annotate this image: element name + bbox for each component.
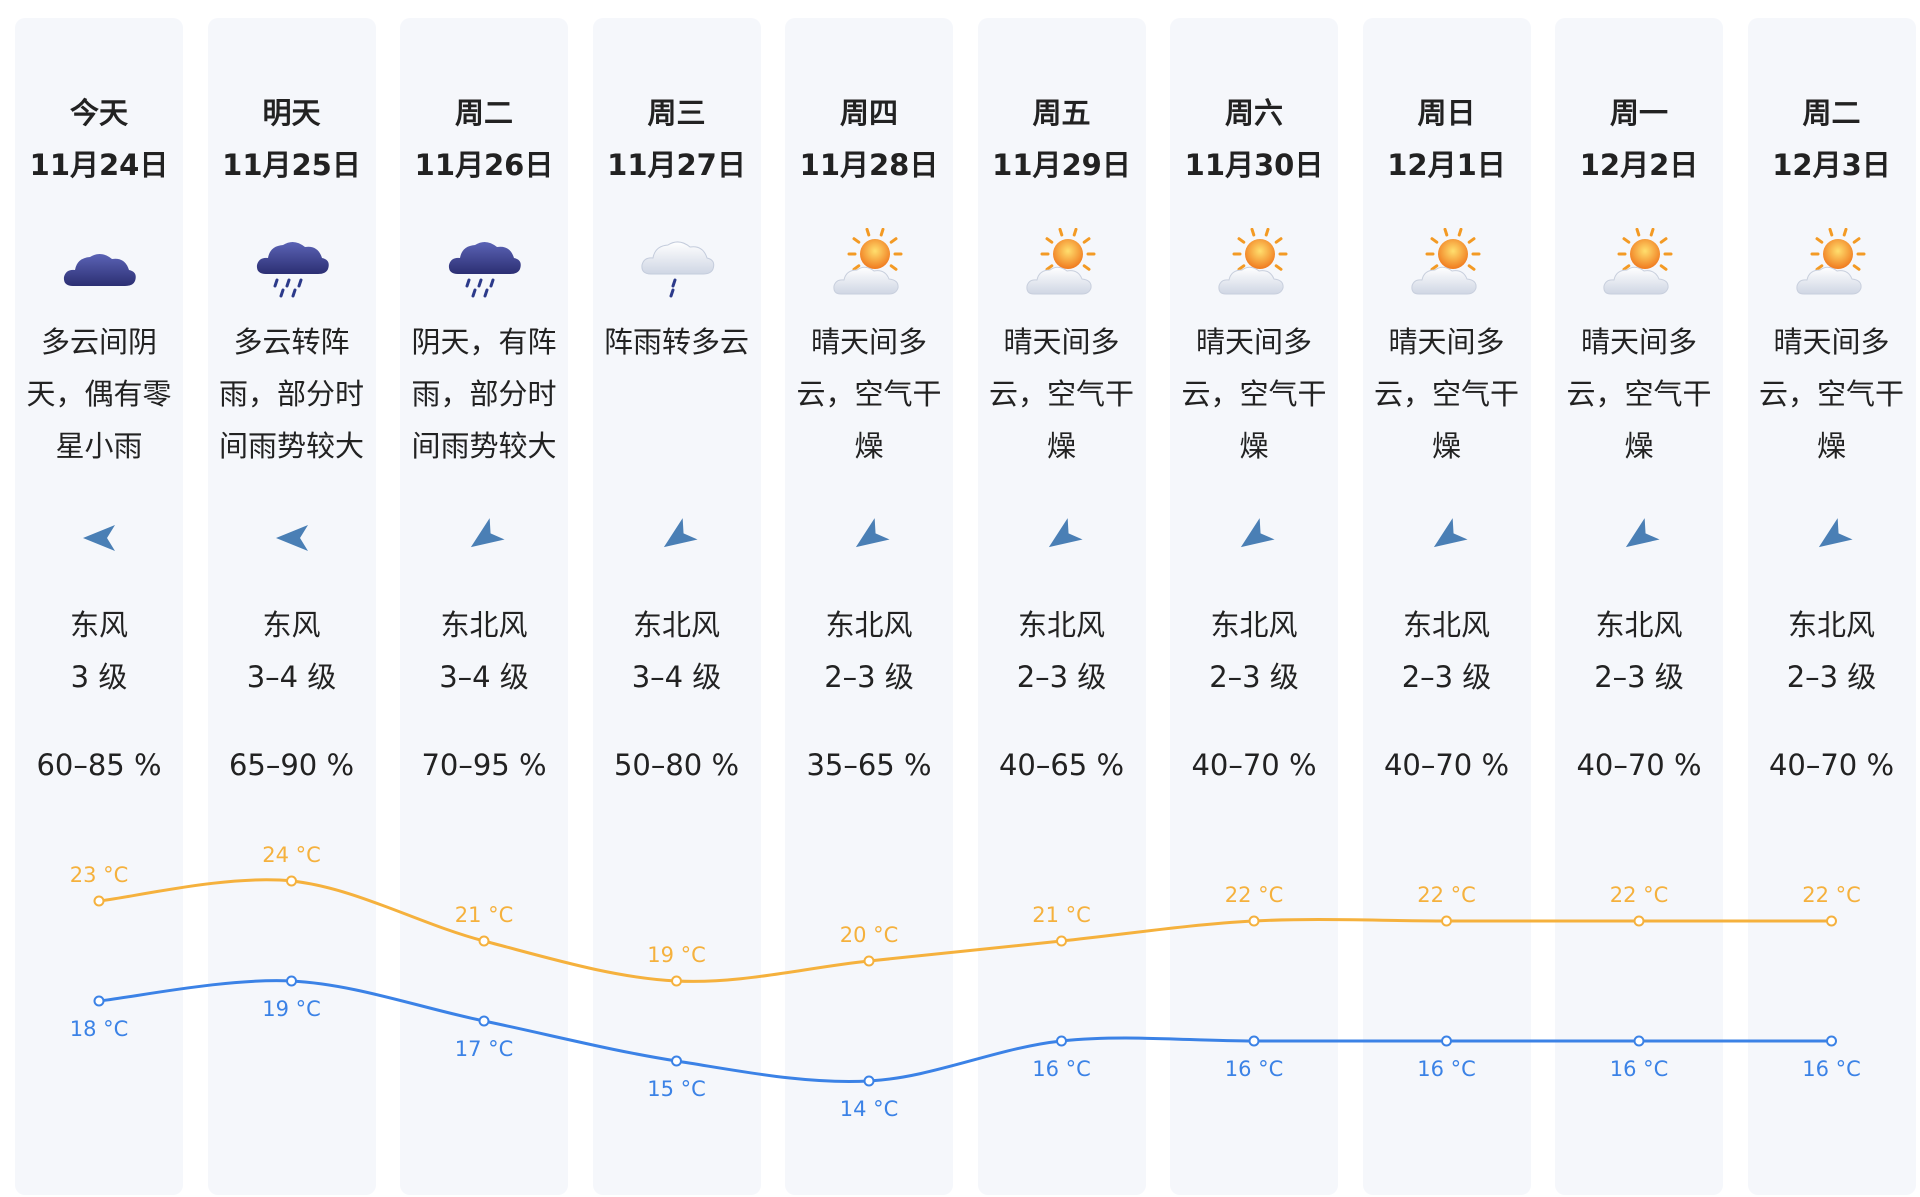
day-date: 12月1日	[1387, 148, 1506, 182]
humidity: 40–70 %	[1191, 748, 1317, 782]
humidity: 70–95 %	[421, 748, 547, 782]
day-name: 周四	[839, 96, 898, 130]
heavy-rain-icon	[444, 228, 524, 304]
wind-northeast-icon	[1617, 516, 1661, 560]
day-name: 周六	[1224, 96, 1283, 130]
sunny-cloudy-icon	[1792, 227, 1872, 304]
weather-description: 阵雨转多云	[603, 325, 749, 359]
wind-northeast-icon	[1232, 516, 1276, 560]
wind-direction: 东北风	[1210, 608, 1298, 642]
wind-level: 2–3 级	[1594, 660, 1684, 694]
wind-east-icon	[77, 516, 121, 560]
sunny-cloudy-icon	[1407, 227, 1487, 304]
day-name: 周三	[647, 96, 706, 130]
wind-northeast-icon	[1040, 516, 1084, 560]
day-date: 11月30日	[1184, 148, 1324, 182]
day-column: 周二 12月3日晴天间多云，空气干燥东北风 2–3 级 40–70 %	[1747, 18, 1916, 1195]
sunny-cloudy-icon	[829, 227, 909, 304]
wind-level: 3–4 级	[439, 660, 529, 694]
humidity: 40–70 %	[1768, 748, 1895, 782]
day-name: 周日	[1417, 96, 1476, 130]
cloudy-icon	[59, 228, 139, 304]
day-name: 今天	[69, 96, 128, 130]
sunny-cloudy-icon	[1022, 227, 1102, 304]
wind-level: 2–3 级	[1401, 660, 1492, 694]
wind-level: 3–4 级	[246, 660, 337, 694]
wind-direction: 东北风	[440, 608, 528, 642]
wind-direction: 东北风	[632, 608, 720, 642]
wind-east-icon	[270, 516, 314, 560]
day-column: 周二 11月26日阴天，有阵雨，部分时间雨势较大东北风 3–4 级 70–95 %	[400, 18, 568, 1195]
wind-direction: 东北风	[825, 608, 913, 642]
wind-direction: 东风	[262, 608, 321, 642]
day-date: 12月2日	[1579, 148, 1699, 182]
weather-description: 多云转阵雨，部分时间雨势较大	[218, 325, 364, 463]
humidity: 35–65 %	[806, 748, 932, 782]
day-column: 明天 11月25日多云转阵雨，部分时间雨势较大东风 3–4 级 65–90 %	[207, 18, 376, 1195]
day-column: 周一 12月2日晴天间多云，空气干燥东北风 2–3 级 40–70 %	[1555, 18, 1723, 1195]
day-name: 周二	[1802, 96, 1861, 130]
wind-northeast-icon	[1810, 516, 1854, 560]
wind-direction: 东北风	[1787, 608, 1875, 642]
wind-level: 2–3 级	[1209, 660, 1299, 694]
weather-description: 晴天间多云，空气干燥	[796, 325, 942, 463]
wind-level: 2–3 级	[1016, 660, 1107, 694]
wind-northeast-icon	[462, 516, 506, 560]
wind-northeast-icon	[1425, 516, 1469, 560]
wind-northeast-icon	[655, 516, 699, 560]
weather-description: 晴天间多云，空气干燥	[1181, 325, 1327, 463]
weather-description: 晴天间多云，空气干燥	[1758, 325, 1904, 463]
wind-direction: 东风	[69, 608, 128, 642]
day-column: 周四 11月28日晴天间多云，空气干燥东北风 2–3 级 35–65 %	[785, 18, 953, 1195]
day-date: 11月24日	[29, 148, 169, 182]
day-date: 11月29日	[992, 148, 1131, 182]
humidity: 50–80 %	[613, 748, 740, 782]
heavy-rain-icon	[252, 228, 332, 304]
day-date: 11月28日	[799, 148, 939, 182]
day-name: 明天	[262, 96, 321, 130]
day-date: 11月26日	[414, 148, 554, 182]
humidity: 60–85 %	[36, 748, 162, 782]
day-column: 周五 11月29日晴天间多云，空气干燥东北风 2–3 级 40–65 %	[977, 18, 1146, 1195]
sunny-cloudy-icon	[1599, 227, 1679, 304]
weather-description: 阴天，有阵雨，部分时间雨势较大	[411, 325, 557, 463]
humidity: 40–70 %	[1576, 748, 1702, 782]
wind-level: 2–3 级	[1786, 660, 1877, 694]
day-column: 周日 12月1日晴天间多云，空气干燥东北风 2–3 级 40–70 %	[1362, 18, 1531, 1195]
wind-northeast-icon	[847, 516, 891, 560]
day-column: 周三 11月27日 阵雨转多云东北风 3–4 级 50–80 %	[592, 18, 761, 1195]
day-name: 周一	[1609, 96, 1668, 130]
day-date: 12月3日	[1772, 148, 1891, 182]
day-date: 11月27日	[607, 148, 746, 182]
day-date: 11月25日	[222, 148, 361, 182]
wind-direction: 东北风	[1595, 608, 1683, 642]
day-column: 今天 11月24日多云间阴天，偶有零星小雨东风 3 级 60–85 %	[15, 18, 183, 1195]
day-column: 周六 11月30日晴天间多云，空气干燥东北风 2–3 级 40–70 %	[1170, 18, 1338, 1195]
day-name: 周五	[1032, 96, 1091, 130]
weather-description: 晴天间多云，空气干燥	[988, 325, 1134, 463]
weather-description: 晴天间多云，空气干燥	[1566, 325, 1712, 463]
humidity: 40–70 %	[1383, 748, 1510, 782]
wind-level: 2–3 级	[824, 660, 914, 694]
wind-direction: 东北风	[1017, 608, 1105, 642]
day-name: 周二	[454, 96, 513, 130]
humidity: 65–90 %	[228, 748, 355, 782]
weather-description: 多云间阴天，偶有零星小雨	[26, 325, 172, 463]
weather-description: 晴天间多云，空气干燥	[1373, 325, 1519, 463]
wind-level: 3 级	[70, 660, 128, 694]
humidity: 40–65 %	[998, 748, 1125, 782]
wind-direction: 东北风	[1402, 608, 1490, 642]
sunny-cloudy-icon	[1214, 227, 1294, 304]
wind-level: 3–4 级	[631, 660, 722, 694]
shower-icon	[637, 228, 717, 304]
